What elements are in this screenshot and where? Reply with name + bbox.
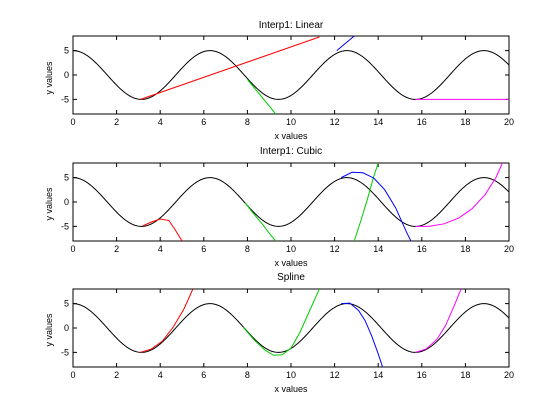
- series-line-3: [341, 302, 384, 367]
- y-axis-label: y values: [44, 313, 54, 347]
- x-tick-label: 0: [70, 244, 75, 254]
- plot-lines: [73, 163, 509, 241]
- subplot-spline: Spline 0 2 4 6 8 10 12 14 16 18 20 5 0 -5 x values y …: [44, 272, 514, 394]
- x-tick-label: 12: [330, 117, 340, 127]
- x-tick-label: 4: [158, 117, 163, 127]
- plot-title: Interp1: Cubic: [260, 146, 322, 157]
- x-tick-label: 14: [373, 117, 383, 127]
- y-axis-label: y values: [44, 187, 54, 221]
- x-tick-label: 10: [286, 244, 296, 254]
- y-tick-label: 0: [64, 70, 69, 80]
- series-line-4: [415, 289, 462, 353]
- x-tick-label: 4: [158, 370, 163, 380]
- x-tick-label: 10: [286, 117, 296, 127]
- x-tick-label: 6: [201, 117, 206, 127]
- x-tick-label: 2: [114, 244, 119, 254]
- x-tick-label: 6: [201, 244, 206, 254]
- series-line-4: [340, 171, 412, 241]
- plot-frame: [72, 35, 510, 115]
- x-tick-label: 20: [504, 117, 514, 127]
- x-tick-label: 18: [460, 117, 470, 127]
- x-tick-label: 4: [158, 244, 163, 254]
- plot-area-spline: 0 2 4 6 8 10 12 14 16 18 20 5 0 -5: [61, 288, 514, 380]
- x-tick-label: 12: [330, 244, 340, 254]
- x-tick-label: 16: [417, 244, 427, 254]
- y-tick-label: 0: [64, 197, 69, 207]
- y-tick-label: 5: [64, 46, 69, 56]
- subplot-linear: Interp1: Linear 0 2 4 6 8 10 12 14 16 18 20 5 0 -5 x …: [44, 20, 514, 141]
- series-line-1: [140, 36, 320, 100]
- x-tick-label: 2: [114, 370, 119, 380]
- x-tick-label: 20: [504, 370, 514, 380]
- plot-area-cubic: 0 2 4 6 8 10 12 14 16 18 20 5 0 -5: [61, 162, 514, 254]
- x-tick-label: 18: [460, 370, 470, 380]
- x-tick-label: 8: [245, 370, 250, 380]
- series-line-3: [336, 36, 355, 52]
- y-tick-label: -5: [61, 94, 69, 104]
- x-axis-label: x values: [274, 131, 308, 141]
- reference-cosine-line: [73, 177, 509, 227]
- x-tick-label: 0: [70, 370, 75, 380]
- x-tick-label: 6: [201, 370, 206, 380]
- x-tick-label: 12: [330, 370, 340, 380]
- x-tick-label: 10: [286, 370, 296, 380]
- x-tick-label: 8: [245, 244, 250, 254]
- plot-lines: [73, 289, 509, 367]
- x-tick-label: 16: [417, 117, 427, 127]
- x-tick-label: 20: [504, 244, 514, 254]
- y-tick-label: -5: [61, 347, 69, 357]
- x-tick-label: 14: [373, 244, 383, 254]
- x-tick-label: 8: [245, 117, 250, 127]
- y-tick-label: 0: [64, 323, 69, 333]
- x-tick-label: 16: [417, 370, 427, 380]
- plot-lines: [73, 36, 509, 114]
- subplot-cubic: Interp1: Cubic 0 2 4 6 8 10 12 14 16 18 20 5 0 -5 x v…: [44, 146, 514, 268]
- x-tick-label: 2: [114, 117, 119, 127]
- series-line-3: [353, 163, 379, 241]
- series-line-2: [244, 202, 277, 241]
- series-line-1: [142, 218, 183, 241]
- plot-title: Interp1: Linear: [259, 20, 324, 31]
- x-axis-label: x values: [274, 258, 308, 268]
- plot-frame: [72, 288, 510, 368]
- reference-cosine-line: [73, 50, 509, 100]
- x-axis-label: x values: [274, 384, 308, 394]
- plot-area-linear: 0 2 4 6 8 10 12 14 16 18 20 5 0 -5: [61, 35, 514, 127]
- series-line-2: [242, 289, 320, 356]
- series-line-1: [140, 289, 194, 353]
- series-line-2: [247, 79, 277, 114]
- x-tick-label: 18: [460, 244, 470, 254]
- series-line-5: [415, 163, 503, 227]
- plot-title: Spline: [277, 272, 305, 283]
- x-tick-label: 14: [373, 370, 383, 380]
- y-tick-label: 5: [64, 299, 69, 309]
- plot-frame: [72, 162, 510, 242]
- y-tick-label: 5: [64, 173, 69, 183]
- x-tick-label: 0: [70, 117, 75, 127]
- y-tick-label: -5: [61, 221, 69, 231]
- y-axis-label: y values: [44, 61, 54, 95]
